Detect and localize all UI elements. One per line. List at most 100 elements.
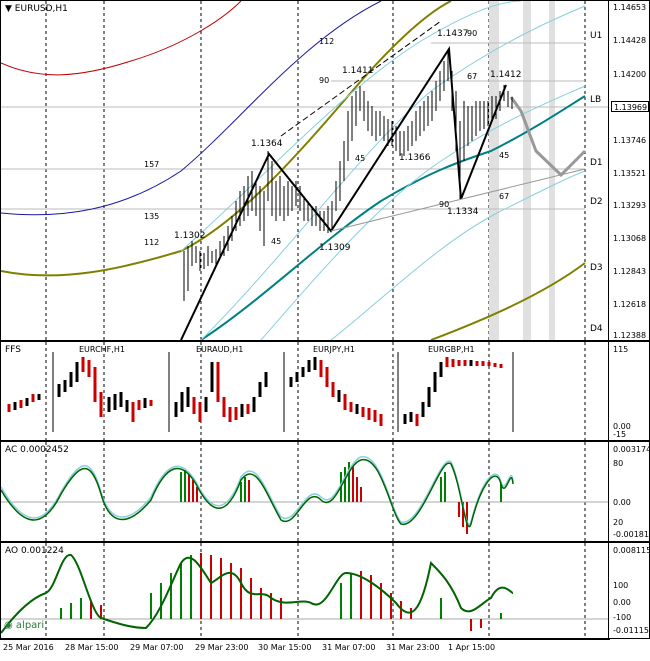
ao-tick: -0.011153 <box>613 626 650 635</box>
fib-label: 135 <box>144 212 160 221</box>
ac-tick: 0.00 <box>613 498 631 507</box>
point-label: 1.1309 <box>319 243 351 253</box>
price-tick: 1.13293 <box>613 201 647 210</box>
price-tick: 1.13068 <box>613 234 647 243</box>
time-label: 28 Mar 15:00 <box>65 643 119 652</box>
teal-middle-line <box>200 95 586 340</box>
pair-label: EURJPY,H1 <box>313 345 356 354</box>
ao-tick: 0.008115 <box>613 546 650 555</box>
point-label: 1.1334 <box>447 207 479 217</box>
pair-label: EURAUD,H1 <box>196 345 244 354</box>
forecast-line <box>509 96 587 178</box>
ao-tick: -100 <box>613 613 632 622</box>
ffs-axis[interactable]: 115 0.00 -15 <box>608 342 649 440</box>
price-axis[interactable]: 1.14653 1.14428 1.14200 1.13746 1.13521 … <box>608 1 649 340</box>
fib-label: 112 <box>144 238 160 247</box>
ffs-tick: 115 <box>613 345 629 354</box>
fib-label: 112 <box>319 37 335 46</box>
ffs-canvas[interactable] <box>1 342 609 440</box>
time-axis[interactable]: 25 Mar 2016 28 Mar 15:00 29 Mar 07:00 29… <box>0 639 610 661</box>
point-label: 1.1437 <box>437 29 469 39</box>
price-tick: 1.14200 <box>613 70 647 79</box>
alpari-logo-icon: ◉ <box>4 620 13 631</box>
price-chart-canvas[interactable] <box>1 1 609 340</box>
pair-label: EURGBP,H1 <box>428 345 475 354</box>
ao-canvas[interactable] <box>1 543 609 638</box>
level-label-lb: LB <box>590 95 602 105</box>
time-label: 1 Apr 15:00 <box>448 643 496 652</box>
point-label: 1.1411 <box>342 66 374 76</box>
ac-signal-line <box>1 456 514 526</box>
ac-tick: 20 <box>613 518 624 527</box>
price-tick: 1.14428 <box>613 36 647 45</box>
fib-label: 67 <box>467 72 478 81</box>
ac-title: AC 0.0002452 <box>5 445 69 455</box>
time-label: 31 Mar 07:00 <box>322 643 376 652</box>
fib-label: 45 <box>355 154 366 163</box>
ffs-pane[interactable]: FFS EURCHF,H1 EURAUD,H1 EURJPY,H1 EURGBP… <box>0 341 650 441</box>
level-label-d2: D2 <box>590 197 603 207</box>
light-channel-3 <box>330 170 586 340</box>
ffs-tick: 0.00 <box>613 422 631 431</box>
pair-label: EURCHF,H1 <box>79 345 125 354</box>
level-label-d3: D3 <box>590 263 603 273</box>
ao-axis[interactable]: 0.008115 100 0.00 -100 -0.011153 <box>608 543 650 638</box>
ac-tick: 80 <box>613 459 624 468</box>
alpari-logo-text: alpari <box>15 620 45 631</box>
price-tick: 1.13746 <box>613 136 647 145</box>
price-tick: 1.12843 <box>613 267 647 276</box>
ao-pane[interactable]: AO 0.001224 ◉ alpari 0.008115 100 0.00 -… <box>0 542 650 639</box>
chart-title: ▼ EURUSD,H1 <box>5 4 68 14</box>
price-tick: 1.12618 <box>613 300 647 309</box>
price-tick: 1.12388 <box>613 331 647 340</box>
fib-label: 90 <box>467 29 478 38</box>
price-chart-pane[interactable]: ▼ EURUSD,H1 112 90 157 135 112 45 45 67 … <box>0 0 650 341</box>
time-label: 25 Mar 2016 <box>3 643 54 652</box>
price-tick: 1.14653 <box>613 3 647 12</box>
current-price-tag: 1.13969 <box>611 101 649 112</box>
time-label: 31 Mar 23:00 <box>386 643 440 652</box>
navy-envelope-line <box>1 1 382 216</box>
day-separators <box>45 1 586 340</box>
chart-symbol: EURUSD,H1 <box>14 4 68 14</box>
time-label: 29 Mar 23:00 <box>195 643 249 652</box>
ffs-title: FFS <box>5 345 21 355</box>
zigzag-line <box>180 45 507 340</box>
ac-axis[interactable]: 0.003174 80 0.00 20 -0.001818 <box>608 442 650 541</box>
fib-label: 90 <box>319 76 330 85</box>
ac-pane[interactable]: AC 0.0002452 0.003174 80 0.00 20 -0.0018… <box>0 441 650 542</box>
dropdown-arrow-icon[interactable]: ▼ <box>5 4 12 14</box>
point-label: 1.1412 <box>490 70 522 80</box>
point-label: 1.1364 <box>251 139 283 149</box>
light-channel-1 <box>200 5 586 340</box>
ao-tick: 0.00 <box>613 598 631 607</box>
fib-label: 45 <box>271 237 282 246</box>
point-label: 1.1366 <box>399 153 431 163</box>
fib-label: 90 <box>439 200 450 209</box>
olive-lower-line <box>430 262 586 340</box>
ffs-bars <box>7 357 503 426</box>
fib-label: 45 <box>499 151 510 160</box>
price-tick: 1.13521 <box>613 169 647 178</box>
fib-label: 67 <box>499 192 510 201</box>
ao-signal-line <box>1 554 514 634</box>
ffs-tick: -15 <box>613 430 627 439</box>
level-label-d1: D1 <box>590 158 603 168</box>
ac-main-line <box>1 459 514 528</box>
point-label: 1.1302 <box>174 231 206 241</box>
price-candles <box>183 49 513 301</box>
alpari-logo: ◉ alpari <box>4 620 44 631</box>
time-label: 30 Mar 15:00 <box>258 643 312 652</box>
fib-label: 157 <box>144 160 160 169</box>
ao-tick: 100 <box>613 581 629 590</box>
level-label-u1: U1 <box>590 31 603 41</box>
time-label: 29 Mar 07:00 <box>130 643 184 652</box>
level-label-d4: D4 <box>590 324 603 334</box>
ac-canvas[interactable] <box>1 442 609 541</box>
ac-tick: 0.003174 <box>613 445 650 454</box>
ac-histogram <box>180 462 502 534</box>
light-channel-2 <box>260 85 586 340</box>
red-envelope-line <box>1 1 242 76</box>
ac-tick: -0.001818 <box>613 530 650 539</box>
ao-title: AO 0.001224 <box>5 546 64 556</box>
